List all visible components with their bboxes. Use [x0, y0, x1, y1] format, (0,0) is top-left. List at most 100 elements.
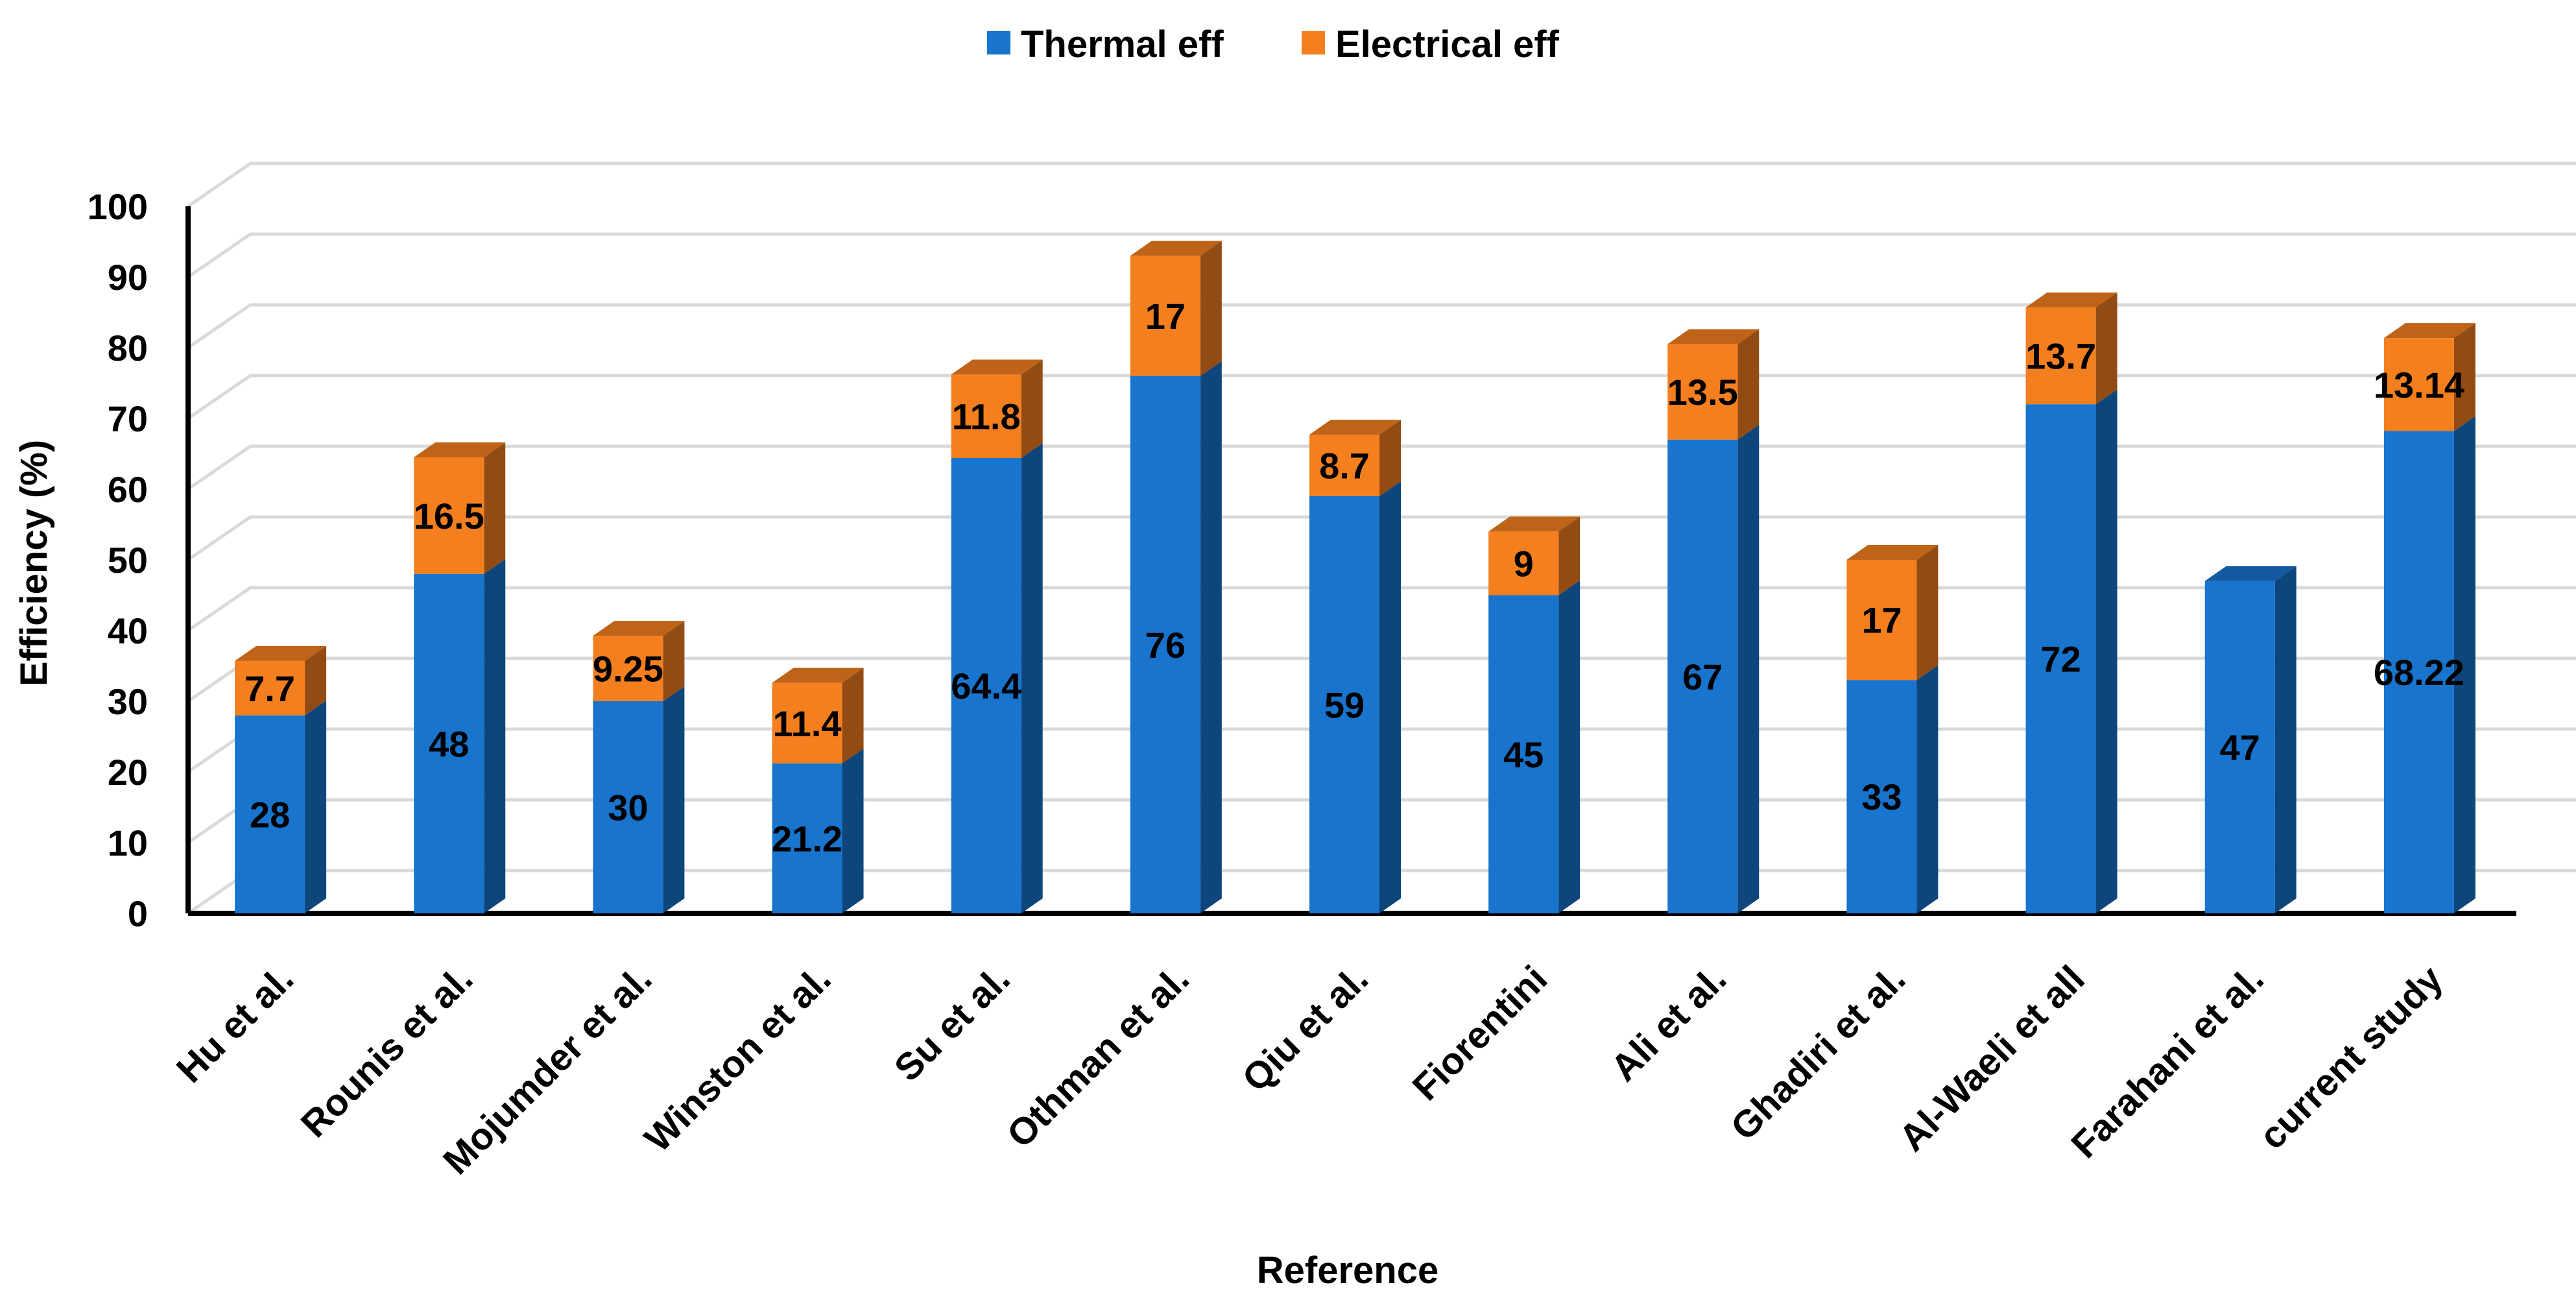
- bar-group: 47: [2204, 566, 2296, 913]
- data-label-electrical: 13.5: [1667, 372, 1738, 413]
- data-label-thermal: 45: [1503, 734, 1544, 775]
- bar-side-electrical: [1379, 420, 1401, 496]
- bar-side-electrical: [1558, 516, 1580, 595]
- gridlines: [187, 162, 2576, 915]
- data-label-electrical: 8.7: [1319, 445, 1370, 486]
- x-category-label: Othman et al.: [999, 957, 1197, 1156]
- bar-top-electrical: [2383, 323, 2475, 339]
- bar-side-electrical: [1916, 545, 1938, 680]
- gridline: [187, 586, 2576, 632]
- bar-side-thermal: [305, 700, 327, 913]
- gridline: [187, 515, 2576, 562]
- bar-side-electrical: [305, 645, 327, 715]
- data-label-thermal: 47: [2220, 727, 2260, 768]
- data-label-electrical: 13.7: [2025, 336, 2096, 377]
- bar-group: 33 17: [1846, 545, 1938, 913]
- data-label-thermal: 21.2: [772, 818, 842, 859]
- data-label-electrical: 16.5: [414, 496, 484, 536]
- gridline: [187, 303, 2576, 350]
- bar-side-thermal: [1558, 580, 1580, 913]
- bar-thermal: [951, 458, 1021, 913]
- bar-group: 287.7: [235, 645, 327, 913]
- bar-thermal: [1667, 439, 1738, 913]
- data-label-thermal: 67: [1682, 656, 1723, 697]
- legend-label-thermal: Thermal eff: [1021, 23, 1224, 66]
- data-label-thermal: 64.4: [951, 666, 1021, 706]
- y-tick-label: 10: [108, 823, 148, 863]
- bar-thermal: [2383, 431, 2454, 913]
- x-category-label: Ali et al.: [1603, 957, 1734, 1089]
- x-category-label: Al-Waeli et all: [1891, 957, 2093, 1159]
- y-tick-label: 80: [108, 328, 148, 368]
- legend-swatch-electrical: [1302, 31, 1325, 54]
- bar-top-electrical: [593, 621, 685, 636]
- x-category-label: Fiorentini: [1405, 957, 1556, 1109]
- bar-thermal: [2025, 404, 2096, 913]
- bar-top-electrical: [1667, 329, 1759, 344]
- bar-top-electrical: [2025, 292, 2117, 307]
- y-tick-label: 20: [108, 752, 148, 793]
- bar-top-electrical: [1130, 241, 1222, 256]
- bar-side-thermal: [2095, 389, 2117, 913]
- data-label-thermal: 72: [2040, 639, 2081, 680]
- x-axis-title: Reference: [1257, 1249, 1438, 1292]
- bar-side-thermal: [2453, 416, 2475, 913]
- data-label-electrical: 17: [1145, 296, 1186, 337]
- data-label-thermal: 28: [250, 794, 290, 835]
- data-label-thermal: 48: [429, 723, 469, 764]
- data-label-electrical: 13.14: [2374, 365, 2464, 405]
- x-category-label: Qiu et al.: [1234, 957, 1376, 1100]
- bar-thermal: [593, 701, 663, 913]
- x-category-label: Rounis et al.: [293, 957, 481, 1146]
- bar-side-thermal: [2274, 566, 2296, 913]
- data-label-electrical: 11.4: [773, 703, 842, 744]
- bar-group: 21.2 11.4: [772, 667, 864, 913]
- bar-group: 64.4 11.8: [951, 359, 1043, 913]
- x-category-label: Su et al.: [887, 957, 1018, 1089]
- bars: 287.74816.5309.2521.211.464.411.87617598…: [235, 241, 2475, 913]
- bar-side-thermal: [484, 559, 506, 913]
- bar-electrical: [235, 660, 305, 715]
- bar-thermal: [235, 715, 305, 913]
- data-label-thermal: 59: [1324, 684, 1365, 725]
- bar-group: 309.25: [593, 621, 685, 913]
- x-category-label: Winston et al.: [637, 957, 839, 1160]
- data-label-electrical: 9: [1514, 543, 1534, 584]
- bar-thermal: [772, 763, 842, 913]
- y-tick-label: 90: [108, 257, 148, 298]
- bar-electrical: [414, 457, 484, 574]
- bar-electrical: [1309, 435, 1379, 496]
- gridline: [187, 162, 2576, 208]
- gridline: [187, 232, 2576, 279]
- chart-legend: Thermal eff Electrical eff: [987, 23, 1560, 66]
- bar-side-electrical: [484, 442, 506, 574]
- data-label-thermal: 76: [1145, 625, 1186, 666]
- bar-thermal: [2204, 581, 2275, 913]
- y-tick-label: 100: [88, 186, 148, 227]
- bar-thermal: [1846, 680, 1917, 913]
- bar-electrical: [593, 636, 663, 701]
- data-label-electrical: 9.25: [593, 649, 663, 690]
- bar-group: 67 13.5: [1667, 329, 1759, 913]
- bar-side-electrical: [2095, 292, 2117, 405]
- y-tick-label: 70: [108, 398, 148, 439]
- data-label-electrical: 7.7: [244, 668, 295, 709]
- y-tick-label: 0: [128, 893, 148, 934]
- bar-side-thermal: [663, 686, 685, 913]
- bar-side-thermal: [1737, 424, 1759, 913]
- bar-electrical: [772, 682, 842, 763]
- bar-thermal: [1130, 376, 1200, 913]
- bar-top-electrical: [1309, 420, 1401, 435]
- y-axis-title: Efficiency (%): [13, 440, 55, 686]
- y-tick-label: 60: [108, 469, 148, 510]
- bar-top-electrical: [1846, 545, 1938, 560]
- bar-electrical: [1130, 256, 1200, 376]
- bar-electrical: [1846, 560, 1917, 680]
- y-tick-labels: 0 10 20 30 40 50 60 70 80 90 100: [88, 186, 148, 934]
- data-label-thermal: 30: [608, 787, 648, 828]
- bar-side-electrical: [842, 667, 864, 763]
- bar-side-thermal: [1916, 665, 1938, 913]
- bar-top-thermal: [2204, 566, 2296, 581]
- bar-electrical: [951, 374, 1021, 459]
